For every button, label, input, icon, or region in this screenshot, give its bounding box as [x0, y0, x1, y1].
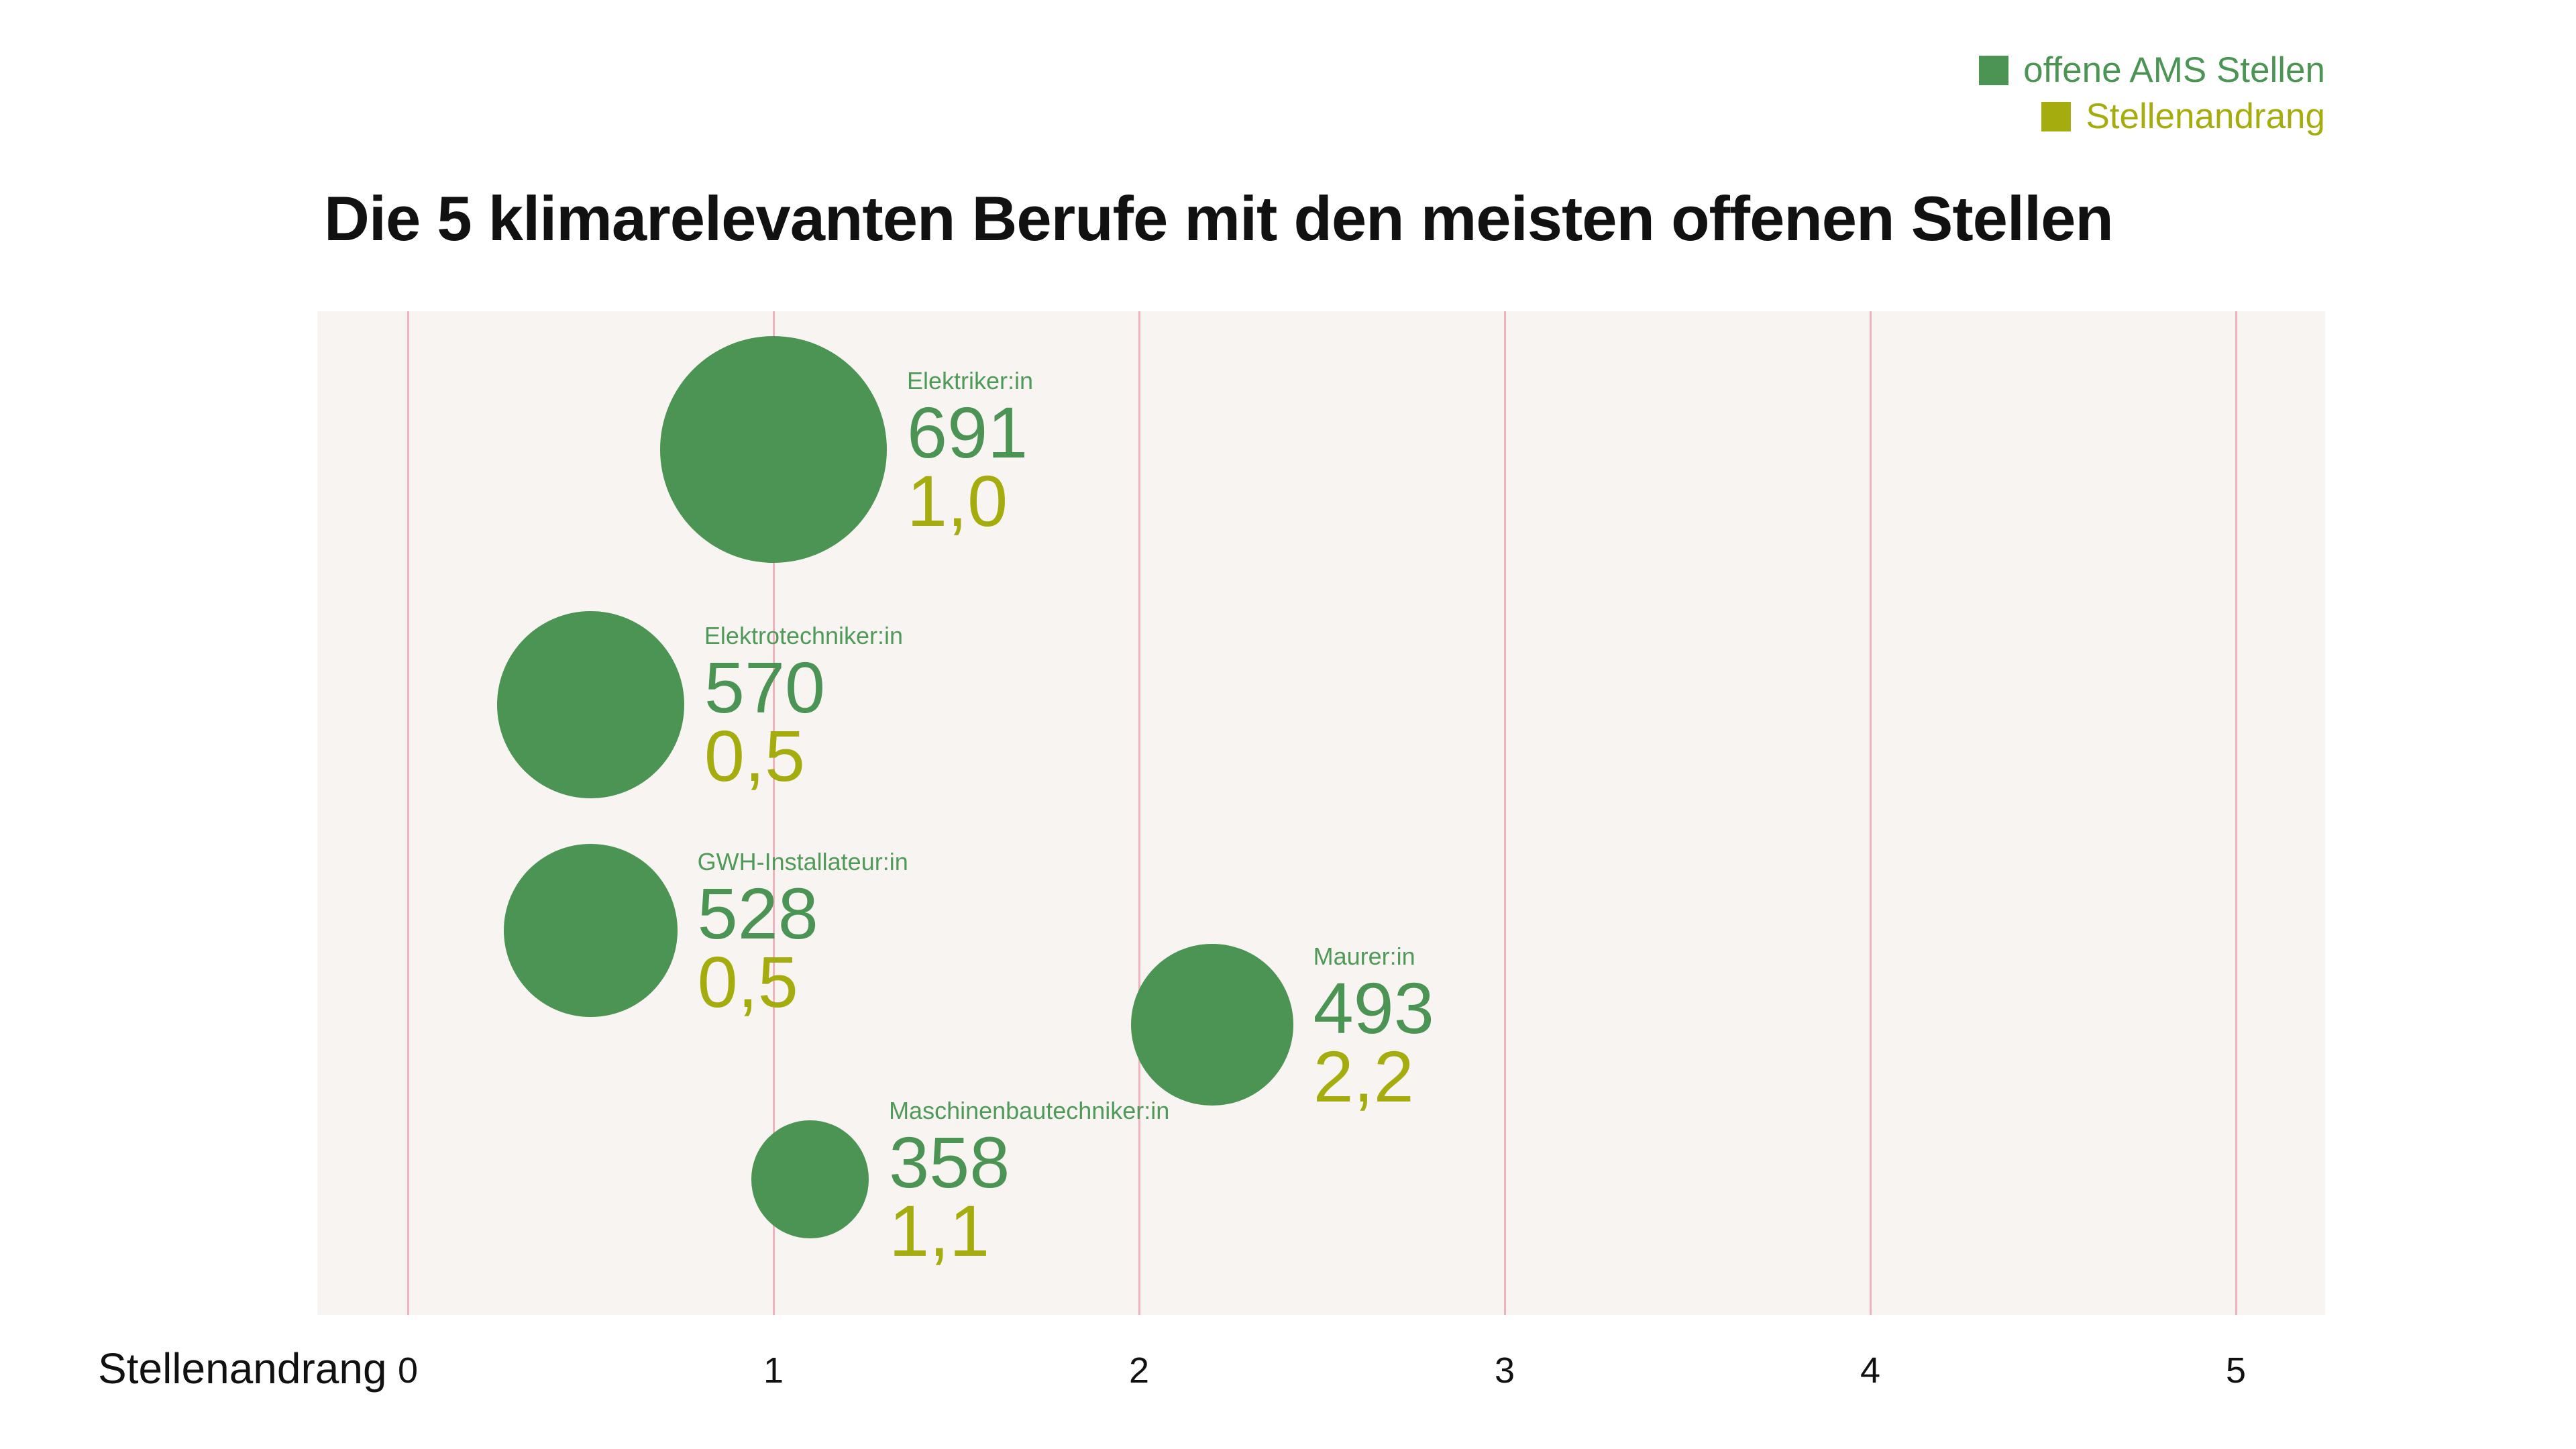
x-axis-tick-0: 0: [397, 1350, 419, 1391]
stellenandrang-value: 0,5: [697, 941, 798, 1023]
bubble-name-label: Maurer:in: [1313, 942, 1415, 970]
legend-label: Stellenandrang: [2086, 97, 2325, 136]
x-axis-tick-2: 2: [1128, 1350, 1150, 1391]
bubble-name-label: Elektrotechniker:in: [704, 622, 904, 650]
stellenandrang-value: 0,5: [704, 715, 806, 797]
legend-swatch-icon: [1979, 55, 2009, 85]
gridline-x-4: [1869, 311, 1872, 1315]
bubble-gwh-installateur-in: [504, 843, 678, 1018]
gridline-x-0: [407, 311, 409, 1315]
chart-title: Die 5 klimarelevanten Berufe mit den mei…: [324, 183, 2114, 254]
offene-stellen-value: 570: [704, 647, 826, 729]
bubble-label-group: GWH-Installateur:in 528 0,5: [697, 845, 908, 1023]
legend: offene AMS Stellen Stellenandrang: [1979, 52, 2325, 134]
bubble-name-label: Maschinenbautechniker:in: [889, 1097, 1170, 1125]
bubble-maschinenbautechniker-in: [751, 1120, 869, 1238]
bubble-label-group: Maurer:in 493 2,2: [1313, 939, 1434, 1117]
offene-stellen-value: 358: [889, 1122, 1010, 1203]
bubble-elektrotechniker-in: [497, 611, 684, 798]
x-axis-title: Stellenandrang: [98, 1344, 387, 1393]
bubble-elektriker-in: [659, 336, 887, 564]
offene-stellen-value: 691: [907, 392, 1028, 474]
offene-stellen-value: 493: [1313, 967, 1434, 1049]
legend-row: Stellenandrang: [2041, 99, 2325, 134]
stellenandrang-value: 2,2: [1313, 1035, 1414, 1117]
x-axis-tick-5: 5: [2225, 1350, 2247, 1391]
bubble-label-group: Maschinenbautechniker:in 358 1,1: [889, 1093, 1170, 1272]
plot-area: Elektriker:in 691 1,0 Elektrotechniker:in 57…: [317, 311, 2325, 1315]
bubble-label-group: Elektrotechniker:in 570 0,5: [704, 619, 904, 797]
gridline-x-5: [2235, 311, 2237, 1315]
legend-row: offene AMS Stellen: [1979, 52, 2325, 88]
x-axis-tick-4: 4: [1860, 1350, 1881, 1391]
offene-stellen-value: 528: [697, 873, 818, 955]
gridline-x-3: [1503, 311, 1506, 1315]
bubble-name-label: GWH-Installateur:in: [697, 848, 908, 876]
legend-swatch-icon: [2041, 101, 2072, 131]
stellenandrang-value: 1,0: [907, 460, 1008, 542]
stellenandrang-value: 1,1: [889, 1190, 990, 1272]
gridline-x-1: [772, 311, 775, 1315]
bubble-name-label: Elektriker:in: [907, 367, 1034, 395]
gridline-x-2: [1138, 311, 1140, 1315]
x-axis-tick-1: 1: [763, 1350, 784, 1391]
x-axis-tick-3: 3: [1494, 1350, 1515, 1391]
legend-label: offene AMS Stellen: [2023, 50, 2325, 90]
bubble-maurer-in: [1131, 944, 1293, 1106]
bubble-label-group: Elektriker:in 691 1,0: [907, 364, 1034, 542]
